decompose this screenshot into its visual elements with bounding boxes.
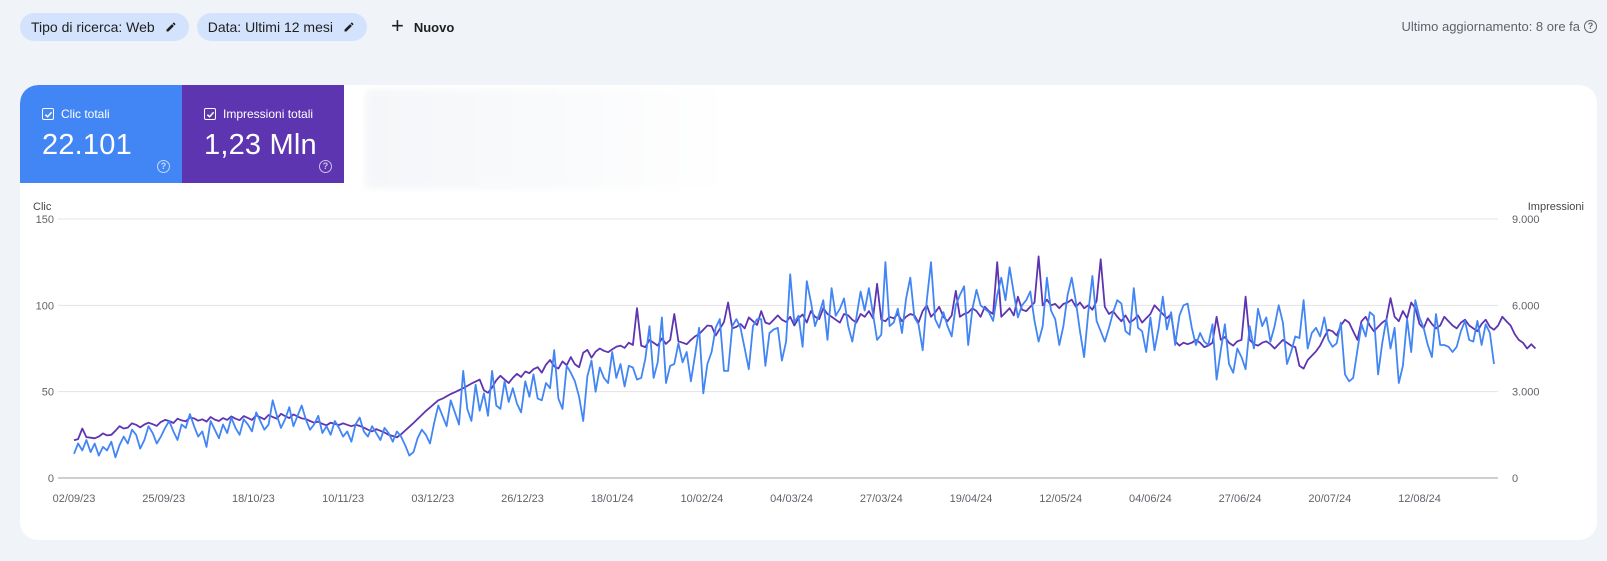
search-type-filter-label: Tipo di ricerca: Web [31, 19, 155, 35]
left-axis-tick: 50 [42, 387, 54, 399]
total-clicks-label: Clic totali [61, 107, 110, 121]
x-axis-tick: 26/12/23 [501, 493, 544, 505]
date-filter-chip[interactable]: Data: Ultimi 12 mesi [196, 13, 367, 41]
x-axis-tick: 25/09/23 [142, 493, 185, 505]
right-axis-tick: 9.000 [1512, 214, 1540, 226]
total-clicks-value: 22.101 [42, 129, 132, 161]
left-axis-tick: 150 [36, 214, 54, 226]
x-axis-tick: 04/06/24 [1129, 493, 1172, 505]
left-axis-title: Clic [33, 201, 52, 213]
total-impressions-value: 1,23 Mln [204, 129, 317, 161]
filter-bar: Tipo di ricerca: Web Data: Ultimi 12 mes… [20, 13, 462, 41]
total-impressions-label: Impressioni totali [223, 107, 314, 121]
x-axis-tick: 10/11/23 [322, 493, 364, 505]
right-axis-tick: 0 [1512, 473, 1518, 485]
x-axis-tick: 18/10/23 [232, 493, 275, 505]
help-icon[interactable]: ? [319, 160, 332, 173]
performance-card: Clic totali 22.101 ? Impressioni totali … [20, 85, 1597, 540]
x-axis-tick: 12/08/24 [1398, 493, 1441, 505]
series-line-impressioni [73, 255, 1537, 442]
help-icon[interactable]: ? [157, 160, 170, 173]
x-axis-tick: 10/02/24 [680, 493, 723, 505]
search-type-filter-chip[interactable]: Tipo di ricerca: Web [20, 13, 189, 41]
total-impressions-tile[interactable]: Impressioni totali 1,23 Mln ? [182, 85, 344, 183]
blurred-metric-tiles [365, 89, 735, 189]
x-axis-tick: 12/05/24 [1039, 493, 1082, 505]
total-clicks-tile[interactable]: Clic totali 22.101 ? [20, 85, 182, 183]
performance-chart[interactable]: 150 9.000 100 6.000 50 3.000 0 0 02/09/23 25/09/2… [20, 85, 1597, 540]
x-axis-tick: 27/06/24 [1219, 493, 1262, 505]
checkbox-checked-icon[interactable] [204, 108, 216, 120]
x-axis-tick: 18/01/24 [591, 493, 634, 505]
x-axis-tick: 27/03/24 [860, 493, 903, 505]
checkbox-checked-icon[interactable] [42, 108, 54, 120]
edit-pencil-icon [166, 22, 176, 32]
x-axis-tick: 20/07/24 [1308, 493, 1351, 505]
right-axis-title: Impressioni [1527, 201, 1584, 213]
left-axis-tick: 100 [36, 300, 54, 312]
last-updated-text: Ultimo aggiornamento: 8 ore fa [1401, 19, 1580, 34]
left-axis-tick: 0 [48, 473, 54, 485]
x-axis-tick: 04/03/24 [770, 493, 813, 505]
series-line-clic [73, 261, 1495, 459]
new-filter-button[interactable]: + Nuovo [383, 13, 462, 41]
date-filter-label: Data: Ultimi 12 mesi [207, 19, 333, 35]
x-axis-tick: 03/12/23 [411, 493, 454, 505]
last-updated: Ultimo aggiornamento: 8 ore fa ? [1402, 19, 1597, 34]
right-axis-tick: 6.000 [1512, 300, 1540, 312]
x-axis-tick: 19/04/24 [950, 493, 993, 505]
edit-pencil-icon [344, 22, 354, 32]
new-filter-label: Nuovo [413, 19, 455, 35]
x-axis-tick: 02/09/23 [53, 493, 96, 505]
plus-icon: + [390, 12, 404, 38]
right-axis-tick: 3.000 [1512, 387, 1540, 399]
help-icon[interactable]: ? [1584, 20, 1597, 33]
